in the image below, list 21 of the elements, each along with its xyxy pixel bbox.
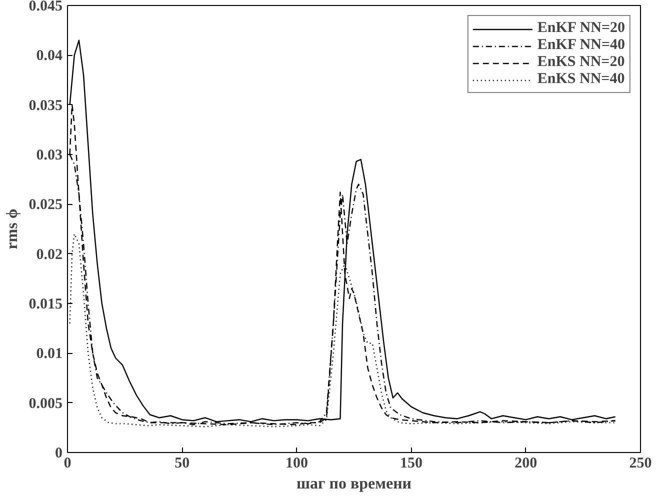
legend-label: EnKS NN=20: [537, 54, 625, 71]
y-tick-label: 0.025: [28, 197, 62, 214]
y-tick-label: 0.035: [28, 98, 62, 114]
y-tick-label: 0.01: [36, 346, 62, 362]
x-tick-label: 50: [174, 456, 190, 472]
legend-label: EnKF NN=20: [537, 20, 625, 37]
y-tick-label: 0.02: [36, 246, 62, 263]
x-tick-label: 250: [629, 456, 652, 472]
y-tick-label: 0.04: [36, 48, 63, 64]
y-tick-label: 0.005: [28, 396, 62, 412]
legend-label: EnKF NN=40: [537, 37, 625, 54]
legend-label: EnKS NN=40: [537, 71, 625, 88]
y-tick-label: 0.045: [28, 0, 62, 14]
y-tick-label: 0.03: [36, 148, 62, 164]
x-tick-label: 150: [400, 456, 423, 472]
x-tick-label: 100: [285, 456, 308, 472]
x-axis-title: шаг по времени: [296, 476, 412, 492]
y-tick-label: 0: [55, 446, 62, 462]
y-axis-title: rms ϕ: [4, 208, 21, 250]
x-tick-label: 200: [514, 456, 538, 472]
y-tick-label: 0.015: [28, 296, 62, 312]
